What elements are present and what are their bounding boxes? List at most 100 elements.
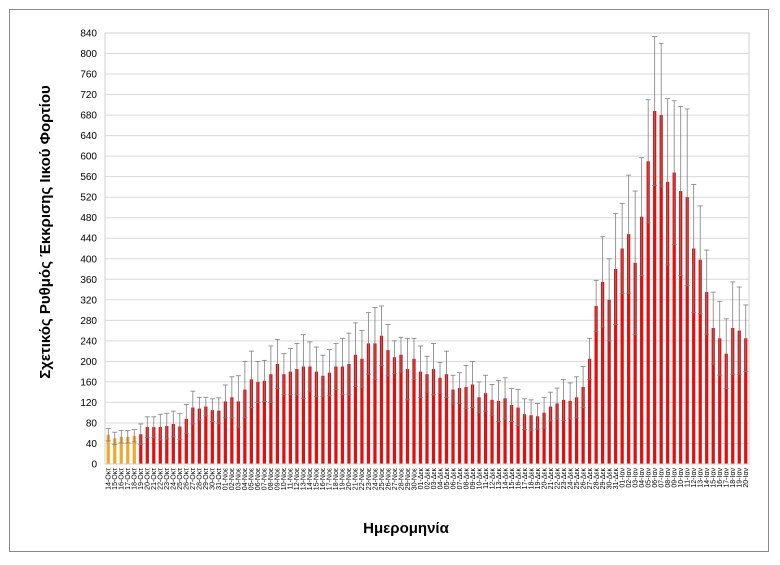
bar bbox=[542, 412, 546, 464]
x-tick-label: 08-Νοε bbox=[268, 468, 275, 490]
bar bbox=[457, 388, 462, 464]
y-tick-label: 40 bbox=[86, 439, 98, 450]
x-tick-label: 14-Δεκ bbox=[502, 468, 509, 490]
bar bbox=[412, 358, 416, 464]
bar bbox=[113, 438, 117, 464]
bar bbox=[236, 401, 240, 464]
x-tick-label: 03-Δεκ bbox=[431, 468, 438, 490]
bar bbox=[490, 399, 494, 464]
y-axis-label: Σχετικός Ρυθμός Έκκρισης Ιικού Φορτίου bbox=[37, 85, 54, 379]
y-tick-label: 200 bbox=[80, 357, 97, 368]
bar bbox=[470, 384, 475, 464]
bar-chart: 0 40 80 120 160 200 240 280 320 360 400 440 480 520 56… bbox=[37, 29, 750, 538]
bar bbox=[269, 374, 273, 464]
x-tick-label: 19-Οκτ bbox=[138, 468, 145, 490]
bar bbox=[614, 269, 618, 464]
bar bbox=[347, 363, 351, 464]
x-tick-label: 16-Νοε bbox=[320, 468, 327, 490]
x-tick-label: 09-Νοε bbox=[275, 468, 282, 490]
x-tick-label: 30-Οκτ bbox=[210, 468, 217, 490]
x-tick-label: 27-Νοε bbox=[392, 468, 399, 490]
bar bbox=[230, 397, 234, 464]
bar bbox=[321, 375, 325, 464]
bars bbox=[106, 110, 748, 465]
x-tick-label: 30-Δεκ bbox=[606, 468, 613, 490]
y-tick-label: 240 bbox=[80, 336, 97, 347]
bar bbox=[692, 248, 696, 464]
bar bbox=[516, 407, 520, 464]
x-tick-label: 12-Δεκ bbox=[489, 468, 496, 490]
bar bbox=[529, 415, 533, 464]
x-tick-label: 12-Νοε bbox=[294, 468, 301, 490]
x-tick-label: 21-Νοε bbox=[353, 468, 360, 490]
x-tick-label: 18-Ιαν bbox=[730, 468, 737, 488]
x-tick-label: 06-Δεκ bbox=[450, 468, 457, 490]
bar bbox=[119, 436, 123, 464]
x-tick-label: 22-Δεκ bbox=[554, 468, 561, 490]
bar bbox=[223, 401, 227, 464]
bar bbox=[483, 393, 488, 464]
x-tick-label: 21-Δεκ bbox=[548, 468, 555, 490]
y-tick-label: 360 bbox=[80, 275, 97, 286]
y-tick-label: 0 bbox=[91, 460, 97, 471]
y-tick-label: 120 bbox=[80, 398, 97, 409]
x-axis-ticks: 14-Οκτ 15-Οκτ 16-Οκτ 17-Οκτ 18-Οκτ 19-Οκτ 20-Ο… bbox=[106, 468, 750, 491]
x-tick-label: 07-Δεκ bbox=[457, 468, 464, 490]
bar bbox=[705, 292, 709, 464]
error-bars bbox=[105, 36, 749, 445]
bar bbox=[601, 281, 605, 464]
bar bbox=[191, 407, 195, 464]
x-tick-label: 23-Νοε bbox=[366, 468, 373, 490]
x-tick-label: 15-Ιαν bbox=[711, 468, 718, 488]
x-tick-label: 10-Ιαν bbox=[678, 468, 685, 488]
x-tick-label: 09-Ιαν bbox=[671, 468, 678, 488]
x-tick-label: 20-Νοε bbox=[346, 468, 353, 490]
bar bbox=[444, 374, 449, 464]
bar bbox=[581, 387, 585, 464]
x-tick-label: 18-Νοε bbox=[333, 468, 340, 490]
y-tick-label: 800 bbox=[80, 49, 97, 60]
x-tick-label: 20-Δεκ bbox=[541, 468, 548, 490]
bar bbox=[555, 403, 559, 464]
bar bbox=[568, 400, 572, 464]
bar bbox=[282, 374, 286, 464]
x-tick-label: 04-Δεκ bbox=[437, 468, 444, 490]
bar bbox=[399, 354, 403, 464]
bar bbox=[679, 191, 683, 465]
x-tick-label: 31-Δεκ bbox=[613, 468, 620, 490]
bar bbox=[535, 416, 540, 464]
x-tick-label: 11-Νοε bbox=[288, 468, 295, 490]
y-tick-label: 400 bbox=[80, 254, 97, 265]
x-tick-label: 20-Ιαν bbox=[743, 468, 750, 488]
bar bbox=[711, 328, 715, 464]
bar bbox=[392, 357, 397, 464]
x-tick-label: 28-Οκτ bbox=[197, 468, 204, 490]
x-tick-label: 24-Νοε bbox=[372, 468, 379, 490]
x-tick-label: 17-Ιαν bbox=[724, 468, 731, 488]
bar bbox=[431, 369, 436, 464]
bar bbox=[509, 404, 514, 464]
x-tick-label: 22-Οκτ bbox=[158, 468, 165, 490]
bar bbox=[373, 343, 377, 464]
bar bbox=[106, 434, 110, 464]
bar bbox=[464, 387, 468, 464]
y-tick-label: 840 bbox=[80, 29, 97, 40]
x-tick-label: 26-Δεκ bbox=[580, 468, 587, 490]
bar bbox=[640, 216, 644, 464]
x-tick-label: 25-Οκτ bbox=[177, 468, 184, 490]
x-tick-label: 29-Δεκ bbox=[600, 468, 607, 490]
bar bbox=[548, 406, 553, 464]
x-tick-label: 26-Νοε bbox=[385, 468, 392, 490]
x-axis-label: Ημερομηνία bbox=[363, 520, 449, 537]
x-tick-label: 31-Οκτ bbox=[216, 468, 223, 490]
x-tick-label: 03-Νοε bbox=[236, 468, 243, 490]
x-tick-label: 11-Δεκ bbox=[483, 468, 490, 489]
bar bbox=[620, 248, 624, 464]
x-tick-label: 25-Νοε bbox=[379, 468, 386, 490]
bar bbox=[249, 379, 253, 464]
x-tick-label: 02-Νοε bbox=[229, 468, 236, 490]
x-tick-label: 14-Οκτ bbox=[106, 468, 113, 490]
bar bbox=[145, 427, 149, 464]
bar bbox=[353, 354, 358, 464]
x-tick-label: 05-Νοε bbox=[249, 468, 256, 490]
